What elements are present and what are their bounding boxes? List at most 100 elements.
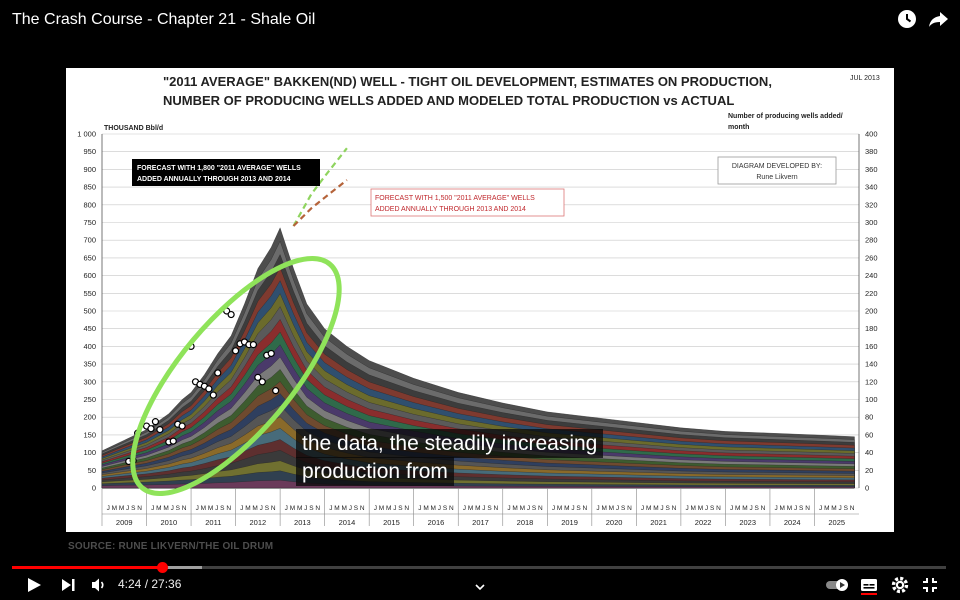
y2-tick-label: 360 <box>865 165 878 174</box>
play-icon[interactable] <box>24 575 44 595</box>
wells-added-point <box>147 425 155 433</box>
y2-tick-label: 100 <box>865 395 878 404</box>
production-layers <box>101 227 855 489</box>
y2-tick-label: 380 <box>865 147 878 156</box>
progress-bar[interactable] <box>12 566 946 569</box>
chevron-down-icon[interactable] <box>473 577 487 597</box>
y-axis-ticks: 1 00095090085080075070065060055050045040… <box>77 130 96 493</box>
year-tick-label: 2022 <box>695 518 712 527</box>
y2-tick-label: 400 <box>865 130 878 139</box>
y2-tick-label: 160 <box>865 342 878 351</box>
year-tick-label: 2021 <box>650 518 667 527</box>
wells-added-point <box>231 347 240 355</box>
year-tick-label: 2024 <box>784 518 801 527</box>
caption-line2: production from <box>296 457 454 486</box>
y-tick-label: 50 <box>88 466 96 475</box>
x-axis: J M M J S N 2009 J M M J S N 2010 J M M J S … <box>101 488 859 527</box>
y-tick-label: 1 000 <box>77 130 96 139</box>
month-tick-labels: J M M J S N <box>374 505 410 512</box>
y-tick-label: 600 <box>83 271 96 280</box>
y2-tick-label: 0 <box>865 484 869 493</box>
year-tick-label: 2009 <box>116 518 133 527</box>
y-tick-label: 650 <box>83 253 96 262</box>
month-tick-labels: J M M J S N <box>196 505 232 512</box>
year-tick-label: 2025 <box>828 518 845 527</box>
credit-box <box>717 156 837 185</box>
y2-tick-label: 260 <box>865 253 878 262</box>
month-tick-labels: J M M J S N <box>107 505 143 512</box>
month-tick-labels: J M M J S N <box>329 505 365 512</box>
wells-added-point <box>209 391 217 399</box>
month-tick-labels: J M M J S N <box>463 505 499 512</box>
y-tick-label: 450 <box>83 324 96 333</box>
y2-tick-label: 180 <box>865 324 878 333</box>
y2-tick-label: 40 <box>865 448 873 457</box>
exit-fullscreen-icon[interactable] <box>920 575 940 595</box>
year-tick-label: 2018 <box>517 518 534 527</box>
month-tick-labels: J M M J S N <box>819 505 855 512</box>
wells-added-point <box>214 369 222 377</box>
year-tick-label: 2014 <box>339 518 356 527</box>
month-tick-labels: J M M J S N <box>418 505 454 512</box>
next-icon[interactable] <box>58 575 78 595</box>
forecast-1500-label-line2: ADDED ANNUALLY THROUGH 2013 AND 2014 <box>375 206 526 213</box>
forecast-1800-box <box>132 159 320 186</box>
wells-added-point <box>156 425 164 434</box>
year-tick-label: 2010 <box>160 518 177 527</box>
year-tick-label: 2017 <box>472 518 489 527</box>
watch-later-icon[interactable] <box>896 8 918 30</box>
credit-line1: DIAGRAM DEVELOPED BY: <box>732 163 822 170</box>
duration: 27:36 <box>151 577 182 591</box>
y-tick-label: 100 <box>83 448 96 457</box>
month-tick-labels: J M M J S N <box>507 505 543 512</box>
y-tick-label: 700 <box>83 236 96 245</box>
y2-tick-label: 340 <box>865 183 878 192</box>
month-tick-labels: J M M J S N <box>240 505 276 512</box>
volume-icon[interactable] <box>89 575 109 595</box>
highlight-ellipse <box>130 256 342 496</box>
time-display: 4:24 / 27:36 <box>118 577 181 591</box>
subtitles-icon[interactable] <box>859 575 879 595</box>
y-tick-label: 0 <box>92 484 96 493</box>
scrubber-handle[interactable] <box>157 562 168 573</box>
y-tick-label: 350 <box>83 360 96 369</box>
y2-tick-label: 140 <box>865 360 878 369</box>
year-tick-label: 2011 <box>205 518 221 527</box>
year-tick-label: 2013 <box>294 518 311 527</box>
y2-tick-label: 300 <box>865 218 878 227</box>
y2-axis-label-line1: Number of producing wells added/ <box>728 113 843 120</box>
wells-added-point <box>272 387 280 395</box>
chart: "2011 AVERAGE" BAKKEN(ND) WELL - TIGHT O… <box>77 74 880 527</box>
share-icon[interactable] <box>927 8 949 30</box>
year-tick-label: 2019 <box>561 518 578 527</box>
progress-played <box>12 566 163 569</box>
wells-added-point <box>249 341 257 349</box>
y2-tick-label: 80 <box>865 413 873 422</box>
y-tick-label: 150 <box>83 430 96 439</box>
video-title: The Crash Course - Chapter 21 - Shale Oi… <box>12 11 316 28</box>
year-tick-label: 2016 <box>428 518 445 527</box>
y2-tick-label: 200 <box>865 307 878 316</box>
autoplay-toggle-icon[interactable] <box>824 575 852 595</box>
wells-added-point <box>205 385 213 393</box>
y-tick-label: 400 <box>83 342 96 351</box>
current-time: 4:24 <box>118 577 142 591</box>
slide-date: JUL 2013 <box>850 75 880 82</box>
year-tick-label: 2023 <box>739 518 756 527</box>
year-tick-label: 2012 <box>250 518 267 527</box>
forecast-1500-line <box>292 179 348 227</box>
time-separator: / <box>141 577 152 591</box>
y2-tick-label: 320 <box>865 200 878 209</box>
caption-line1: the data, the steadily increasing <box>296 429 604 458</box>
slide-title-line2: NUMBER OF PRODUCING WELLS ADDED AND MODE… <box>163 93 734 108</box>
wells-added-point <box>258 378 266 386</box>
forecast-1800-label-line1: FORECAST WITH 1,800 "2011 AVERAGE" WELLS <box>137 165 301 172</box>
y-tick-label: 800 <box>83 200 96 209</box>
settings-gear-icon[interactable] <box>890 575 910 595</box>
y2-axis-label-line2: month <box>728 124 749 131</box>
year-tick-label: 2020 <box>606 518 623 527</box>
y-tick-label: 300 <box>83 377 96 386</box>
y-tick-label: 500 <box>83 307 96 316</box>
slide-title-line1: "2011 AVERAGE" BAKKEN(ND) WELL - TIGHT O… <box>163 74 772 89</box>
wells-added-point <box>169 437 177 445</box>
